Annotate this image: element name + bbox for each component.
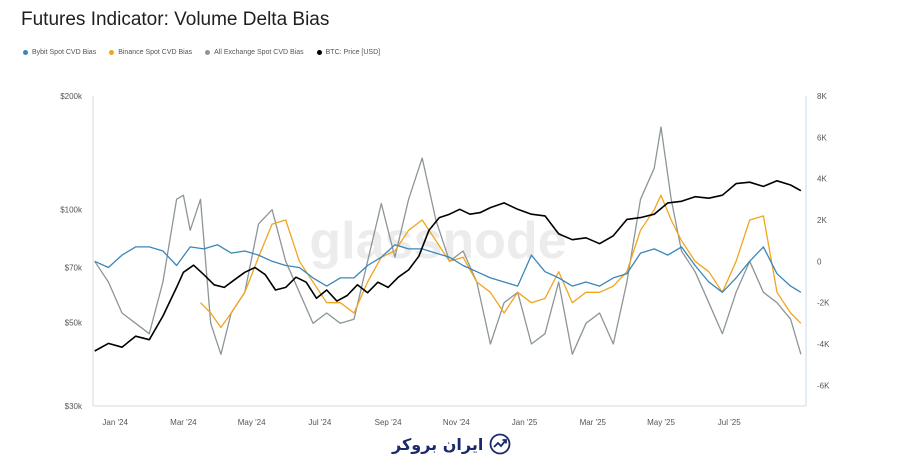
- logo-text: ایران بروکر: [392, 434, 484, 454]
- legend-item-binance[interactable]: Binance Spot CVD Bias: [109, 49, 192, 56]
- x-tick-label: Jul '24: [308, 418, 331, 427]
- x-tick-label: Mar '25: [580, 418, 607, 427]
- y-left-tick-label: $200k: [60, 92, 83, 101]
- series-line-all-exchange-spot-cvd-bias: [94, 126, 802, 355]
- y-left-tick-label: $100k: [60, 205, 83, 214]
- y-right-tick-label: 8K: [817, 92, 827, 101]
- legend: Bybit Spot CVD Bias Binance Spot CVD Bia…: [23, 49, 380, 56]
- y-right-tick-label: 6K: [817, 133, 827, 142]
- series-line-binance-spot-cvd-bias: [200, 194, 802, 329]
- axis-labels: $30k $50k $70k $100k $200k 8K 6K 4K 2K 0 -2K -4K -6K…: [60, 92, 830, 427]
- x-tick-label: Sep '24: [375, 418, 402, 427]
- y-left-tick-label: $30k: [65, 402, 83, 411]
- y-right-tick-label: 2K: [817, 216, 827, 225]
- brand-logo: ایران بروکر: [392, 433, 511, 455]
- legend-dot-binance: [109, 50, 115, 55]
- legend-item-all-exchange[interactable]: All Exchange Spot CVD Bias: [205, 49, 304, 56]
- legend-dot-btc-price: [316, 50, 322, 55]
- legend-dot-all-exchange: [205, 50, 211, 55]
- y-left-tick-label: $70k: [65, 264, 83, 273]
- legend-label-binance: Binance Spot CVD Bias: [118, 49, 193, 56]
- watermark: glassnode: [309, 212, 566, 270]
- series-layer: [94, 126, 802, 355]
- x-tick-label: Mar '24: [170, 418, 197, 427]
- legend-label-all-exchange: All Exchange Spot CVD Bias: [214, 49, 304, 56]
- legend-item-bybit[interactable]: Bybit Spot CVD Bias: [23, 49, 96, 56]
- y-left-tick-label: $50k: [65, 319, 83, 328]
- x-tick-label: Jan '25: [512, 418, 538, 427]
- y-right-tick-label: -2K: [817, 299, 830, 308]
- legend-item-btc-price[interactable]: BTC: Price [USD]: [316, 49, 381, 56]
- x-tick-label: Nov '24: [443, 418, 470, 427]
- x-tick-label: Jan '24: [102, 418, 128, 427]
- series-line-btc-price-usd: [94, 180, 802, 352]
- chart-title: Futures Indicator: Volume Delta Bias: [21, 9, 330, 30]
- series-line-bybit-spot-cvd-bias: [94, 244, 802, 293]
- x-tick-label: May '25: [647, 418, 675, 427]
- y-right-tick-label: 4K: [817, 175, 827, 184]
- y-right-tick-label: -6K: [817, 381, 830, 390]
- legend-label-bybit: Bybit Spot CVD Bias: [32, 49, 97, 56]
- y-right-tick-label: -4K: [817, 340, 830, 349]
- trend-up-icon: [489, 433, 511, 455]
- y-right-tick-label: 0: [817, 257, 822, 266]
- x-tick-label: Jul '25: [718, 418, 741, 427]
- x-tick-label: May '24: [238, 418, 266, 427]
- legend-label-btc-price: BTC: Price [USD]: [325, 49, 381, 56]
- legend-dot-bybit: [23, 50, 28, 55]
